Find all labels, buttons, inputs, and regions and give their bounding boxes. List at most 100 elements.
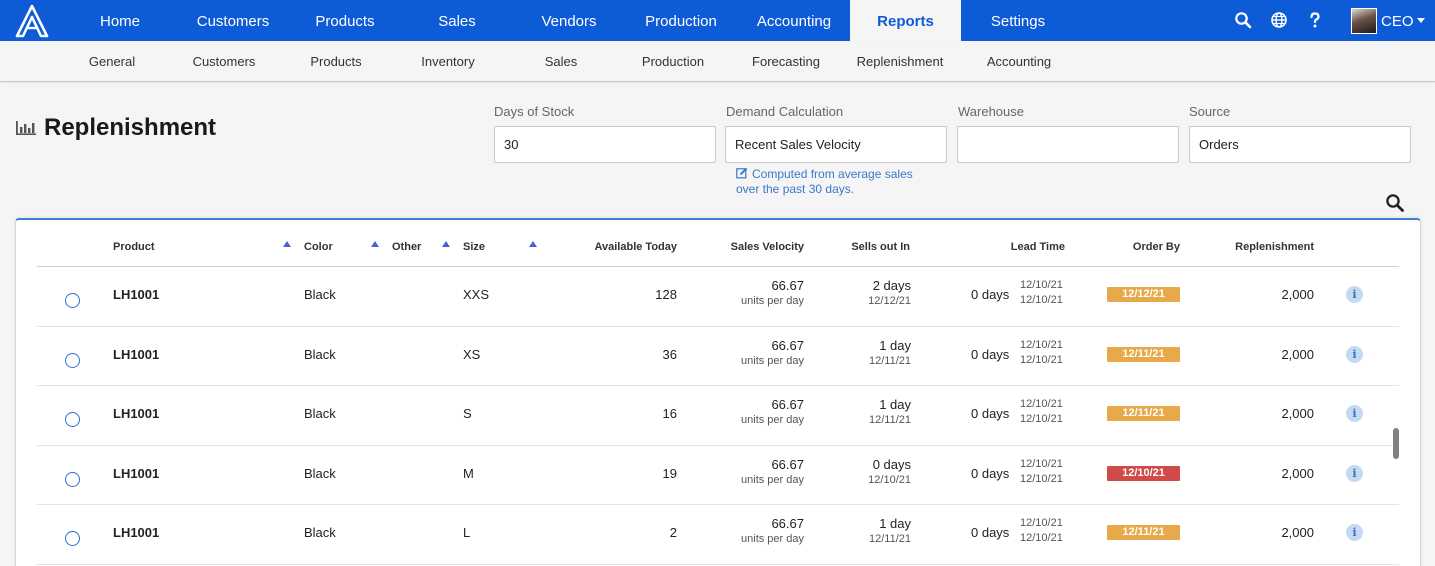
cell-velocity-unit: units per day [741, 295, 804, 307]
globe-icon[interactable] [1270, 11, 1288, 29]
col-header-lead-time[interactable]: Lead Time [1010, 241, 1065, 253]
bar-chart-icon [16, 121, 36, 135]
subnav-products[interactable]: Products [310, 54, 362, 69]
nav-reports[interactable]: Reports [850, 0, 961, 41]
subnav-accounting[interactable]: Accounting [986, 54, 1052, 69]
scrollbar-thumb[interactable] [1393, 428, 1399, 459]
subnav-inventory[interactable]: Inventory [421, 54, 475, 69]
cell-lead-time: 0 days [971, 406, 1010, 421]
col-header-sells-out[interactable]: Sells out In [851, 241, 910, 253]
top-navbar: Home Customers Products Sales Vendors Pr… [0, 0, 1435, 41]
cell-size: L [463, 525, 471, 540]
col-header-other[interactable]: Other [392, 241, 422, 253]
cell-velocity-unit: units per day [741, 414, 804, 426]
cell-lead-date: 12/10/21 [1020, 457, 1063, 470]
cell-replenishment: 2,000 [1281, 525, 1314, 540]
nav-production[interactable]: Production [645, 13, 717, 30]
cell-color: Black [304, 406, 336, 421]
cell-lead-date: 12/10/21 [1020, 338, 1063, 351]
cell-lead-time: 0 days [971, 465, 1010, 481]
nav-customers[interactable]: Customers [196, 13, 270, 30]
col-header-product[interactable]: Product [113, 241, 155, 253]
warehouse-select[interactable] [957, 126, 1179, 163]
order-by-badge: 12/10/21 [1107, 465, 1180, 481]
cell-velocity: 66.67 [771, 337, 804, 353]
cell-available: 16 [662, 406, 677, 421]
col-header-sales-velocity[interactable]: Sales Velocity [730, 241, 804, 253]
subnav-sales[interactable]: Sales [544, 54, 578, 69]
row-divider [37, 385, 1399, 386]
order-by-badge: 12/12/21 [1107, 287, 1180, 302]
cell-lead-date: 12/10/21 [1020, 413, 1063, 425]
cell-sells-out-date: 12/10/21 [868, 473, 911, 486]
source-select[interactable]: Orders [1189, 126, 1411, 163]
demand-calculation-label: Demand Calculation [726, 104, 844, 119]
help-icon[interactable] [1306, 11, 1324, 29]
cell-lead-date: 12/10/21 [1020, 517, 1063, 529]
col-header-size[interactable]: Size [463, 241, 486, 253]
days-of-stock-input[interactable]: 30 [494, 126, 716, 163]
subnav-replenishment[interactable]: Replenishment [856, 54, 944, 69]
col-header-order-by[interactable]: Order By [1132, 241, 1180, 253]
cell-lead-date: 12/10/21 [1020, 353, 1063, 366]
cell-replenishment: 2,000 [1281, 346, 1314, 362]
edit-icon [736, 167, 748, 179]
cell-replenishment: 2,000 [1281, 406, 1314, 421]
cell-lead-date: 12/10/21 [1020, 532, 1063, 544]
cell-size: XS [463, 346, 481, 362]
row-select-radio[interactable] [65, 531, 80, 546]
subnav-customers[interactable]: Customers [192, 54, 256, 69]
cell-velocity-unit: units per day [741, 354, 804, 367]
row-select-radio[interactable] [65, 352, 80, 368]
cell-available: 128 [655, 287, 677, 302]
demand-calculation-select[interactable]: Recent Sales Velocity [725, 126, 947, 163]
sort-asc-icon[interactable] [283, 241, 291, 247]
sort-asc-icon[interactable] [371, 241, 379, 247]
order-by-badge: 12/11/21 [1107, 346, 1180, 362]
sort-asc-icon[interactable] [529, 241, 537, 247]
subnav-forecasting[interactable]: Forecasting [752, 54, 820, 69]
nav-vendors[interactable]: Vendors [541, 13, 597, 30]
avatar[interactable] [1351, 8, 1377, 34]
col-header-available[interactable]: Available Today [594, 241, 677, 253]
info-icon[interactable]: i [1346, 524, 1363, 541]
cell-product[interactable]: LH1001 [113, 525, 160, 540]
row-select-radio[interactable] [65, 293, 80, 308]
info-icon[interactable]: i [1346, 286, 1363, 303]
cell-size: S [463, 406, 472, 421]
logo-icon[interactable] [14, 3, 50, 39]
search-icon[interactable] [1385, 193, 1405, 213]
cell-product[interactable]: LH1001 [113, 465, 160, 481]
chevron-down-icon[interactable] [1417, 18, 1425, 23]
cell-product[interactable]: LH1001 [113, 287, 160, 302]
nav-home[interactable]: Home [99, 13, 140, 30]
search-icon[interactable] [1234, 11, 1252, 29]
subnav-production[interactable]: Production [641, 54, 705, 69]
warehouse-label: Warehouse [958, 104, 1024, 119]
nav-products[interactable]: Products [315, 13, 375, 30]
nav-sales[interactable]: Sales [438, 13, 476, 30]
user-menu-label[interactable]: CEO [1381, 13, 1414, 30]
cell-color: Black [304, 287, 336, 302]
cell-product[interactable]: LH1001 [113, 346, 160, 362]
row-select-radio[interactable] [65, 412, 80, 427]
cell-size: M [463, 465, 474, 481]
replenishment-table-card [15, 218, 1421, 566]
sort-asc-icon[interactable] [442, 241, 450, 247]
cell-sells-out-date: 12/11/21 [868, 414, 911, 426]
row-select-radio[interactable] [65, 471, 80, 487]
nav-settings[interactable]: Settings [990, 13, 1046, 30]
col-header-color[interactable]: Color [304, 241, 333, 253]
col-header-replenishment[interactable]: Replenishment [1235, 241, 1314, 253]
cell-lead-time: 0 days [971, 287, 1010, 302]
cell-product[interactable]: LH1001 [113, 406, 160, 421]
nav-accounting[interactable]: Accounting [756, 13, 832, 30]
cell-lead-date: 12/10/21 [1020, 279, 1063, 291]
info-icon[interactable]: i [1346, 405, 1363, 422]
cell-lead-date: 12/10/21 [1020, 398, 1063, 410]
demand-hint-text: Computed from average sales over the pas… [736, 167, 913, 196]
subnav-general[interactable]: General [88, 54, 136, 69]
cell-sells-out: 1 day [879, 397, 911, 412]
info-icon[interactable]: i [1346, 464, 1363, 482]
info-icon[interactable]: i [1346, 345, 1363, 363]
